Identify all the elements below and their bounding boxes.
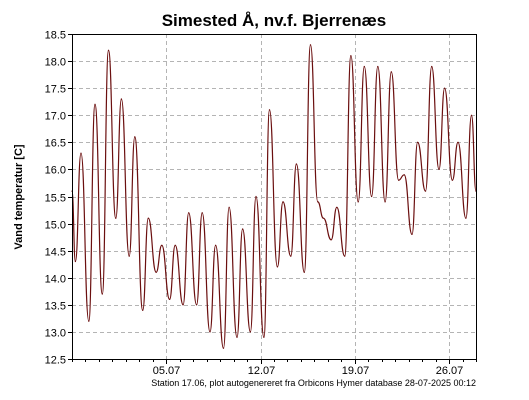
- y-tick-label: 17.5: [45, 84, 66, 96]
- data-point: [169, 298, 171, 300]
- series-layer: [71, 44, 477, 349]
- data-point: [457, 141, 459, 143]
- data-point: [128, 255, 130, 257]
- data-point: [215, 244, 217, 246]
- grid: [72, 34, 476, 359]
- data-point: [228, 206, 230, 208]
- data-point: [249, 331, 251, 333]
- data-point: [295, 163, 297, 165]
- data-point: [255, 195, 257, 198]
- data-point: [317, 201, 319, 203]
- x-tick-label: 05.07: [153, 365, 181, 377]
- data-point: [88, 320, 90, 322]
- data-point: [398, 179, 400, 181]
- data-point: [74, 260, 76, 263]
- data-point: [236, 336, 238, 338]
- data-point: [377, 65, 379, 68]
- data-point: [322, 217, 324, 219]
- data-point: [336, 206, 338, 208]
- data-point: [411, 233, 413, 235]
- data-point: [201, 212, 203, 214]
- data-point: [142, 309, 144, 311]
- data-point: [80, 152, 82, 154]
- data-point: [444, 87, 446, 89]
- y-tick-label: 13.0: [45, 328, 66, 340]
- y-tick-label: 18.5: [45, 30, 66, 42]
- chart-title: Simested Å, nv.f. Bjerrenæs: [162, 11, 387, 30]
- y-tick-label: 16.5: [45, 138, 66, 150]
- y-tick-label: 15.0: [45, 220, 66, 232]
- data-point: [155, 271, 157, 273]
- data-point: [268, 109, 271, 111]
- y-tick-label: 18.0: [45, 57, 66, 69]
- y-tick-label: 17.0: [45, 111, 66, 123]
- data-point: [101, 293, 103, 295]
- data-point: [417, 141, 419, 143]
- data-point: [147, 217, 149, 219]
- x-tick-label: 26.07: [436, 365, 464, 377]
- y-tick-label: 13.5: [45, 301, 66, 313]
- data-point: [431, 65, 433, 68]
- data-point: [120, 98, 122, 100]
- data-point: [282, 201, 284, 203]
- data-point: [276, 266, 278, 268]
- y-tick-label: 15.5: [45, 193, 66, 205]
- data-point: [107, 49, 110, 51]
- data-point: [263, 336, 265, 338]
- data-point: [188, 212, 190, 214]
- x-axis: 05.07 12.07 19.07 26.07: [72, 359, 477, 377]
- data-point: [438, 168, 440, 170]
- data-point: [330, 239, 332, 241]
- data-point: [390, 71, 392, 73]
- y-tick-label: 14.5: [45, 247, 66, 259]
- data-point: [384, 201, 386, 203]
- y-tick-label: 14.0: [45, 274, 66, 286]
- data-point: [94, 103, 96, 105]
- data-point: [363, 65, 365, 68]
- data-point: [182, 304, 184, 306]
- y-tick-label: 12.5: [45, 355, 66, 367]
- data-point: [403, 174, 405, 176]
- y-tick-label: 16.0: [45, 165, 66, 177]
- x-tick-label: 12.07: [248, 365, 276, 377]
- y-axis: 12.5 13.0 13.5 14.0 14.5 15.0 15.5 16.0 16.5 17.0…: [45, 30, 72, 367]
- y-axis-label: Vand temperatur [C]: [13, 144, 25, 249]
- data-point: [115, 217, 117, 219]
- data-point: [242, 228, 244, 230]
- data-point: [161, 244, 163, 246]
- data-point: [209, 331, 211, 333]
- data-point: [134, 136, 136, 138]
- data-point: [350, 55, 352, 57]
- data-point: [303, 271, 305, 273]
- data-point: [222, 347, 225, 349]
- data-point: [424, 190, 427, 192]
- temperature-series-line: [71, 44, 477, 349]
- x-tick-label: 19.07: [342, 365, 370, 377]
- data-point: [196, 304, 198, 306]
- data-point: [465, 217, 467, 219]
- data-point: [451, 179, 453, 181]
- data-point: [309, 44, 312, 46]
- data-point: [357, 201, 359, 203]
- data-point: [470, 114, 473, 116]
- data-point: [371, 195, 373, 198]
- data-point: [290, 255, 292, 257]
- data-point: [344, 255, 346, 257]
- footer-note: Station 17.06, plot autogenereret fra Or…: [151, 378, 476, 388]
- data-point: [174, 244, 176, 246]
